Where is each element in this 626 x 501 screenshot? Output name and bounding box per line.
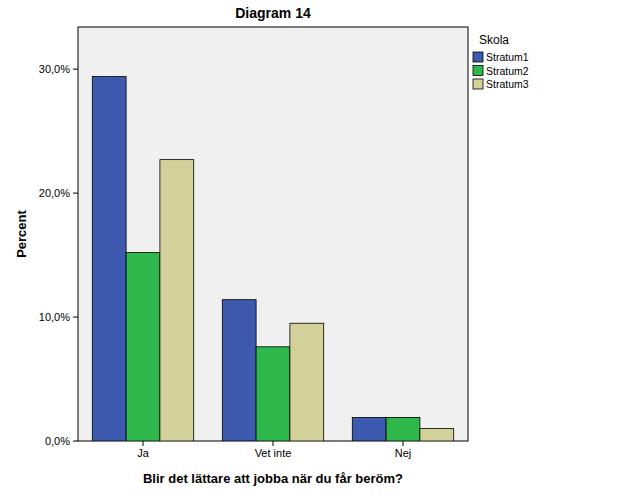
legend-swatch (473, 52, 483, 62)
y-tick-label: 10,0% (39, 311, 70, 323)
y-tick (73, 317, 78, 318)
title: Diagram 14 (235, 5, 311, 21)
y-tick-label: 20,0% (39, 187, 70, 199)
y-tick (73, 441, 78, 442)
bar (222, 300, 256, 441)
bar (160, 160, 194, 441)
legend-label: Stratum1 (486, 51, 529, 63)
bar (126, 253, 160, 441)
legend-label: Stratum3 (486, 78, 529, 90)
plot-area (78, 27, 468, 441)
y-tick-label: 30,0% (39, 63, 70, 75)
bar (352, 417, 386, 441)
y-axis-label: Percent (14, 209, 29, 257)
x-tick-label: Vet inte (255, 447, 292, 459)
bar (420, 429, 454, 441)
chart: 0,0% 10,0% 20,0% 30,0% Ja Vet inte Nej Diagram … (0, 0, 626, 501)
x-tick (273, 441, 274, 446)
y-tick-label: 0,0% (45, 435, 70, 447)
x-tick (403, 441, 404, 446)
legend-swatch (473, 79, 483, 89)
bar (92, 77, 126, 441)
bar (256, 347, 290, 441)
x-tick-label: Nej (395, 447, 412, 459)
legend-title: Skola (479, 33, 509, 47)
x-tick (143, 441, 144, 446)
legend-swatch (473, 66, 483, 76)
legend-label: Stratum2 (486, 65, 529, 77)
x-axis-label: Blir det lättare att jobba när du får be… (143, 471, 403, 486)
bar (386, 417, 420, 441)
bar (290, 323, 324, 441)
y-tick (73, 69, 78, 70)
y-tick (73, 193, 78, 194)
bars (92, 77, 453, 441)
x-tick-label: Ja (137, 447, 150, 459)
